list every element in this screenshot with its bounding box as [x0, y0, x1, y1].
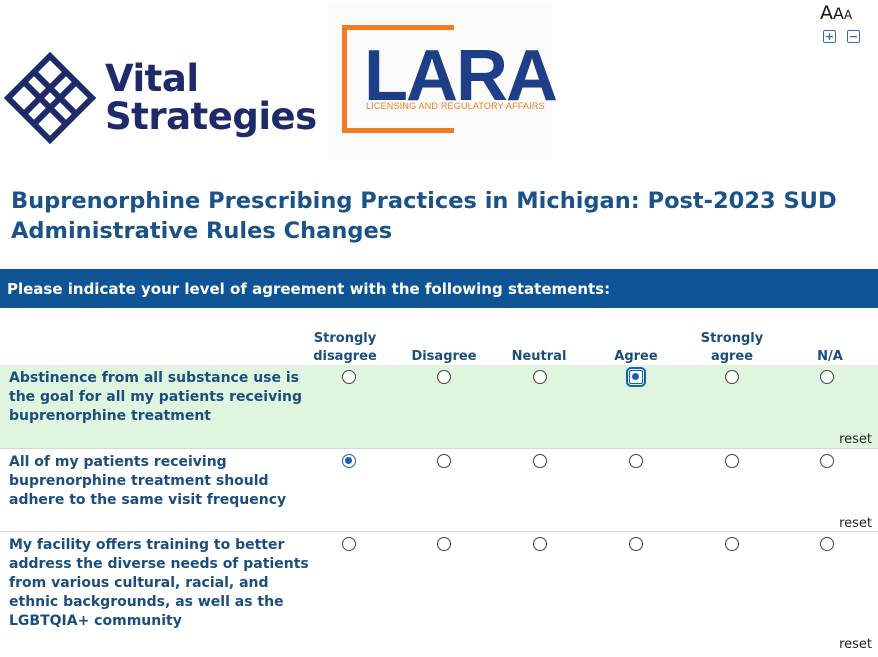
- vital-strategies-mark-icon: [4, 52, 96, 144]
- text-size-small[interactable]: A: [843, 8, 853, 22]
- matrix-row: All of my patients receiving buprenorphi…: [0, 449, 878, 532]
- column-header-strongly-agree: Strongly agree: [700, 331, 764, 364]
- column-header-na: N/A: [817, 349, 843, 364]
- radio-strongly-agree[interactable]: [725, 454, 739, 468]
- radio-na[interactable]: [820, 454, 834, 468]
- radio-neutral[interactable]: [533, 370, 547, 384]
- lara-logo: LARA LICENSING AND REGULATORY AFFAIRS: [328, 2, 558, 160]
- reset-link[interactable]: reset: [839, 516, 872, 531]
- row-statement: Abstinence from all substance use is the…: [9, 370, 303, 424]
- radio-disagree[interactable]: [437, 537, 451, 551]
- vital-strategies-line2: Strategies: [105, 95, 317, 138]
- column-header-disagree: Disagree: [411, 349, 477, 364]
- vital-strategies-logo: Vital Strategies: [4, 52, 317, 144]
- row-statement: All of my patients receiving buprenorphi…: [9, 454, 287, 508]
- text-size-medium[interactable]: A: [833, 4, 844, 23]
- text-size-control: AAA + −: [820, 0, 878, 50]
- lara-wordmark: LARA: [364, 36, 558, 116]
- radio-disagree[interactable]: [437, 370, 451, 384]
- radio-strongly-agree[interactable]: [725, 370, 739, 384]
- decrease-text-size-icon[interactable]: −: [847, 30, 860, 43]
- radio-na[interactable]: [820, 370, 834, 384]
- column-header-neutral: Neutral: [511, 349, 567, 364]
- radio-strongly-disagree[interactable]: [342, 370, 356, 384]
- vital-strategies-line1: Vital: [105, 57, 199, 100]
- column-header-strongly-disagree: Strongly disagree: [313, 331, 377, 364]
- row-statement: My facility offers training to better ad…: [9, 537, 309, 629]
- matrix-row: My facility offers training to better ad…: [0, 532, 878, 657]
- question-header: Please indicate your level of agreement …: [0, 269, 878, 308]
- radio-na[interactable]: [820, 537, 834, 551]
- question-text: Please indicate your level of agreement …: [7, 280, 611, 298]
- text-size-large[interactable]: A: [820, 2, 833, 24]
- survey-title: Buprenorphine Prescribing Practices in M…: [11, 188, 837, 244]
- matrix-row: Abstinence from all substance use is the…: [0, 365, 878, 449]
- radio-neutral[interactable]: [533, 537, 547, 551]
- radio-strongly-disagree[interactable]: [342, 454, 356, 468]
- reset-link[interactable]: reset: [839, 637, 872, 652]
- radio-disagree[interactable]: [437, 454, 451, 468]
- radio-strongly-disagree[interactable]: [342, 537, 356, 551]
- increase-text-size-icon[interactable]: +: [823, 30, 836, 43]
- radio-agree[interactable]: [629, 537, 643, 551]
- lara-bracket: [342, 25, 454, 133]
- radio-neutral[interactable]: [533, 454, 547, 468]
- lara-subtitle: LICENSING AND REGULATORY AFFAIRS: [366, 101, 545, 111]
- radio-agree[interactable]: [626, 367, 646, 387]
- radio-strongly-agree[interactable]: [725, 537, 739, 551]
- radio-agree[interactable]: [629, 454, 643, 468]
- column-header-agree: Agree: [614, 349, 658, 364]
- reset-link[interactable]: reset: [839, 432, 872, 447]
